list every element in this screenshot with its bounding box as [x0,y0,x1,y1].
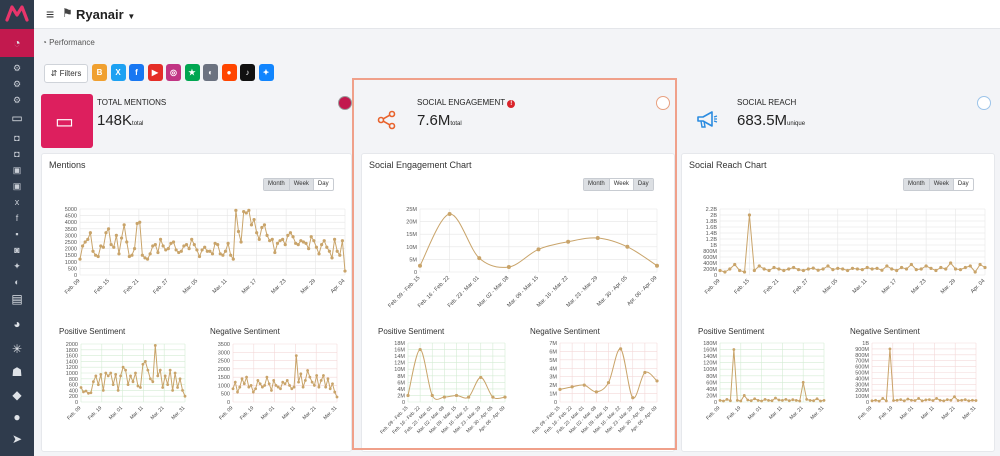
pie-chart-icon[interactable]: ◕ [13,317,21,331]
range-month-button[interactable]: Month [904,179,930,190]
sidebar-sub-icon-6[interactable]: ▣ [12,165,22,175]
chevron-down-icon: ▼ [127,12,136,21]
sidebar-sub-icon-8[interactable]: x [14,197,20,207]
reach-panel [681,153,995,452]
negative-sentiment-title: Negative Sentiment [210,327,280,336]
x-button[interactable]: X [110,64,126,81]
trustpilot-button[interactable]: ★ [184,64,200,81]
range-toggle: Month Week Day [583,178,654,191]
gauge-small-icon: ◔ [42,38,47,47]
kpi-value: 683.5Munique [737,112,805,129]
kpi-value-number: 148K [97,112,133,129]
sidebar-sub-icon-10[interactable]: ▪ [15,229,19,239]
sidebar-sub-icon-7[interactable]: ▣ [12,181,22,191]
negative-sentiment-title: Negative Sentiment [530,327,600,336]
kpi-title-row: SOCIAL ENGAGEMENT ! [417,98,516,108]
kpi-title: TOTAL MENTIONS [97,98,167,107]
kpi-total-mentions: ▭ TOTAL MENTIONS 148Ktotal [41,94,353,148]
sidebar-sub-icon-12[interactable]: ✦ [13,261,21,271]
chat-icon: ▭ [55,111,74,133]
negative-sentiment-title: Negative Sentiment [850,327,920,336]
report-icon[interactable]: ▤ [11,292,23,306]
range-day-button[interactable]: Day [633,179,653,190]
range-day-button[interactable]: Day [957,181,969,187]
reddit-button[interactable]: ● [221,64,237,81]
range-month-button[interactable]: Month [584,179,610,190]
kpi-value-unit: total [450,121,462,127]
panel-title: Social Reach Chart [689,160,767,170]
mentions-panel [41,153,352,452]
network-icon[interactable]: ✳ [11,342,23,356]
tiktok-button[interactable]: ♪ [240,64,255,81]
sidebar-sub-icon-2[interactable]: ⚙ [12,79,22,89]
kpi-select-toggle[interactable] [338,96,352,110]
youtube-button[interactable]: ▶ [147,64,163,81]
range-toggle: Month Week Day [903,178,974,191]
filters-button[interactable]: ⇵ Filters [44,64,88,83]
positive-sentiment-title: Positive Sentiment [59,327,126,336]
kpi-social-reach: SOCIAL REACH 683.5Munique [681,94,993,148]
range-week-button[interactable]: Week [929,179,954,190]
sidebar: ◔ ⚙ ⚙ ⚙ ▭ ◘ ◘ ▣ ▣ x f ▪ ◙ ✦ ◐ ▤ ◕ ✳ ☗ ◆ … [0,0,34,456]
brand-name: Ryanair [76,7,124,22]
range-day-button[interactable]: Day [317,181,329,187]
flag-icon: ⚑ [62,6,73,20]
kpi-value-number: 683.5M [737,112,788,129]
kpi-select-toggle[interactable] [656,96,670,110]
kpi-title: SOCIAL REACH [737,98,797,107]
filters-label: Filters [59,69,82,78]
kpi-select-toggle[interactable] [977,96,991,110]
app-logo-icon[interactable] [4,2,30,24]
breadcrumb-label: Performance [49,38,95,47]
range-week-button[interactable]: Week [610,179,634,190]
panel-title: Mentions [49,160,86,170]
kpi-value: 148Ktotal [97,112,143,129]
sidebar-sub-icon-5[interactable]: ◘ [14,149,20,159]
breadcrumb[interactable]: ◔ Performance [42,38,95,47]
kpi-title: SOCIAL ENGAGEMENT [417,98,506,107]
tag-icon[interactable]: ◆ [12,388,22,402]
review-button[interactable]: ◐ [203,64,218,81]
alert-icon[interactable]: ! [507,100,516,108]
kpi-icon-tile: ▭ [41,94,93,148]
sidebar-sub-icon-3[interactable]: ⚙ [12,95,22,105]
users-icon[interactable]: ☗ [11,365,23,379]
sidebar-item-dashboard[interactable]: ◔ [0,29,34,57]
blog-button[interactable]: B [92,64,107,81]
sidebar-sub-icon-13[interactable]: ◐ [14,277,20,287]
positive-sentiment-title: Positive Sentiment [378,327,445,336]
brand-selector[interactable]: Ryanair ▼ [76,7,135,22]
kpi-social-engagement: SOCIAL ENGAGEMENT ! 7.6Mtotal [361,94,673,148]
kpi-value-unit: total [132,121,144,127]
sort-icon: ⇵ [50,69,58,78]
sidebar-sub-icon-9[interactable]: f [15,213,19,223]
bluesky-button[interactable]: ✦ [258,64,274,81]
gauge-icon: ◔ [13,36,21,50]
positive-sentiment-title: Positive Sentiment [698,327,765,336]
send-icon[interactable]: ➤ [11,432,23,446]
range-month-button[interactable]: Month [264,179,290,190]
chat-icon[interactable]: ▭ [11,111,23,125]
megaphone-icon [697,111,718,128]
instagram-button[interactable]: ◎ [166,64,181,81]
panel-title: Social Engagement Chart [369,160,472,170]
top-bar: ≡ ⚑ Ryanair ▼ [34,0,1000,29]
kpi-value-unit: unique [787,121,806,127]
range-toggle: Month Week Day [263,178,334,191]
sidebar-sub-icon-1[interactable]: ⚙ [12,63,22,73]
sidebar-sub-icon-11[interactable]: ◙ [14,245,20,255]
range-week-button[interactable]: Week [289,179,314,190]
facebook-button[interactable]: f [129,64,144,81]
kpi-value: 7.6Mtotal [417,112,462,129]
kpi-value-number: 7.6M [417,112,451,129]
sidebar-sub-icon-4[interactable]: ◘ [14,133,20,143]
highlight-frame [352,78,677,450]
globe-icon[interactable]: ● [13,410,21,424]
menu-icon[interactable]: ≡ [46,6,55,22]
share-icon [377,110,396,130]
